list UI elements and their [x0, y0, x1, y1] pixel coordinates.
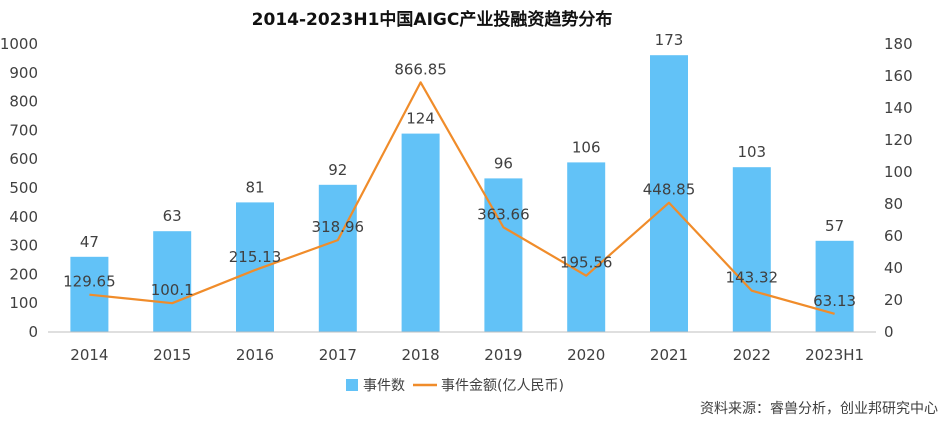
left-y-tick: 0 [28, 323, 38, 341]
bar-value-label: 173 [655, 31, 684, 49]
right-y-tick: 80 [884, 195, 903, 213]
left-y-tick: 1000 [0, 35, 38, 53]
left-y-axis: 0 100 200 300 400 500 600 700 800 900 1000 [0, 35, 38, 341]
x-tick-label: 2017 [319, 346, 357, 364]
bar-value-label: 96 [494, 154, 513, 172]
bar [650, 55, 688, 332]
bar-value-label: 81 [245, 178, 264, 196]
line-data-labels: 129.65 100.1 215.13 318.96 866.85 363.66 195.5… [63, 60, 856, 309]
line-value-label: 129.65 [63, 273, 116, 291]
x-tick-label: 2022 [733, 346, 771, 364]
x-tick-label: 2016 [236, 346, 274, 364]
legend: 事件数 事件金额(亿人民币) [346, 378, 564, 394]
bar-data-labels: 47 63 81 92 124 96 106 173 103 57 [80, 31, 844, 251]
x-tick-label: 2023H1 [805, 346, 864, 364]
left-y-tick: 100 [9, 294, 38, 312]
left-y-tick: 400 [9, 208, 38, 226]
bar [70, 256, 109, 332]
line-series-amount [89, 81, 835, 315]
left-y-tick: 300 [9, 237, 38, 255]
right-y-axis: 0 20 40 60 80 100 120 140 160 180 [884, 35, 913, 341]
left-y-tick: 700 [9, 121, 38, 139]
bar [153, 231, 192, 332]
right-y-tick: 40 [884, 259, 903, 277]
right-y-tick: 140 [884, 99, 913, 117]
source-note: 资料来源：睿兽分析，创业邦研究中心 [700, 401, 938, 417]
bar [401, 133, 440, 332]
x-tick-label: 2019 [484, 346, 522, 364]
bar-value-label: 103 [737, 143, 766, 161]
bar-value-label: 92 [328, 161, 347, 179]
line-value-label: 363.66 [477, 205, 530, 223]
legend-line-label: 事件金额(亿人民币) [441, 378, 564, 394]
bar [567, 162, 606, 332]
line-value-label: 318.96 [312, 218, 365, 236]
left-y-tick: 200 [9, 265, 38, 283]
x-tick-label: 2020 [567, 346, 605, 364]
left-y-tick: 500 [9, 179, 38, 197]
bar [318, 184, 357, 332]
line-value-label: 100.1 [151, 281, 194, 299]
right-y-tick: 180 [884, 35, 913, 53]
left-y-tick: 900 [9, 64, 38, 82]
legend-bar-label: 事件数 [363, 378, 405, 394]
bar-value-label: 106 [572, 138, 601, 156]
line-value-label: 143.32 [726, 269, 779, 287]
chart-title: 2014-2023H1中国AIGC产业投融资趋势分布 [252, 9, 613, 30]
x-tick-label: 2018 [402, 346, 440, 364]
line-value-label: 195.56 [560, 254, 613, 272]
right-y-tick: 20 [884, 291, 903, 309]
right-y-tick: 0 [884, 323, 894, 341]
right-y-tick: 100 [884, 163, 913, 181]
bar-value-label: 47 [80, 233, 99, 251]
bar-series-events [70, 55, 854, 332]
line-value-label: 448.85 [643, 181, 696, 199]
bar [484, 178, 523, 332]
left-y-tick: 600 [9, 150, 38, 168]
line-value-label: 866.85 [394, 60, 447, 78]
bar-value-label: 57 [825, 217, 844, 235]
bar [732, 167, 771, 332]
bar [815, 240, 854, 332]
x-tick-label: 2021 [650, 346, 688, 364]
right-y-tick: 60 [884, 227, 903, 245]
amount-line [89, 81, 835, 315]
bar-value-label: 124 [406, 110, 435, 128]
legend-bar-swatch [346, 379, 358, 391]
x-tick-label: 2014 [70, 346, 108, 364]
line-value-label: 215.13 [229, 248, 282, 266]
bar [236, 202, 274, 332]
right-y-tick: 120 [884, 131, 913, 149]
x-axis-ticks: 2014 2015 2016 2017 2018 2019 2020 2021 2022 2023… [70, 346, 864, 364]
x-tick-label: 2015 [153, 346, 191, 364]
line-value-label: 63.13 [813, 292, 856, 310]
bar-value-label: 63 [163, 207, 182, 225]
right-y-tick: 160 [884, 67, 913, 85]
left-y-tick: 800 [9, 93, 38, 111]
